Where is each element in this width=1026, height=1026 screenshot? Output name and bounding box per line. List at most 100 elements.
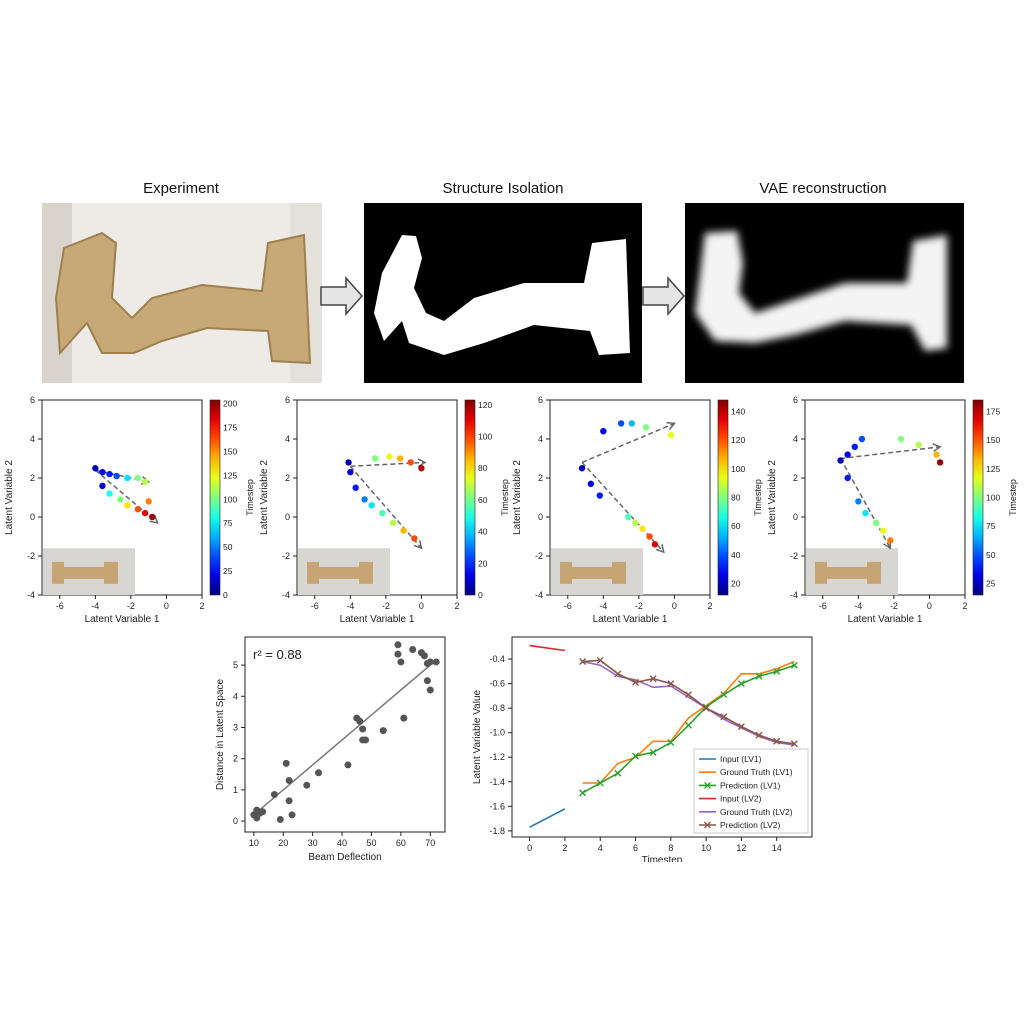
series-line: [529, 644, 566, 652]
series-marker: [614, 769, 622, 777]
colorbar-tick-label: 120: [731, 435, 745, 445]
y-tick-label: 2: [538, 473, 543, 483]
colorbar-tick-label: 20: [478, 558, 488, 568]
y-tick-label: -2: [282, 551, 290, 561]
latent-point: [400, 527, 407, 534]
y-tick-label: -2: [27, 551, 35, 561]
y-tick-label: 3: [233, 722, 238, 732]
x-tick-label: 2: [962, 601, 967, 611]
colorbar-tick-label: 20: [731, 579, 741, 589]
colorbar-tick-label: 80: [731, 493, 741, 503]
arrowhead: [932, 443, 942, 453]
series-marker: [596, 656, 604, 664]
latent-point: [915, 441, 922, 449]
latent-point: [99, 482, 106, 489]
data-point: [426, 658, 434, 666]
y-tick-label: 4: [233, 691, 238, 701]
legend-label: Ground Truth (LV2): [720, 807, 793, 817]
y-tick-label: 6: [538, 395, 543, 405]
colorbar-tick-label: 40: [731, 550, 741, 560]
arrowhead: [666, 421, 676, 431]
latent-point: [858, 435, 866, 443]
x-tick-label: 8: [668, 843, 673, 853]
x-tick-label: 14: [772, 843, 782, 853]
x-tick-label: 2: [199, 601, 204, 611]
y-tick-label: 4: [30, 434, 35, 444]
series-marker: [684, 721, 692, 729]
latent-timeseries-chart: 0 2 4 6 8 10 12 14 -0.4 -0.6 -0.8 -1.0 -1.2 -1.4 -1.6 -…: [472, 636, 813, 862]
latent-point: [862, 509, 869, 517]
data-point: [315, 769, 323, 777]
arrow-right-icon: [320, 276, 364, 316]
series-line: [582, 660, 795, 746]
legend-label: Prediction (LV2): [720, 820, 780, 830]
x-tick-label: 10: [249, 838, 259, 848]
series-marker: [773, 667, 781, 675]
y-tick-label: 0: [793, 512, 798, 522]
y-tick-label: 2: [233, 754, 238, 764]
colorbar-tick-label: 0: [478, 590, 483, 600]
series-marker: [579, 658, 587, 666]
colorbar-tick-label: 175: [986, 406, 1000, 416]
x-tick-label: -4: [346, 601, 354, 611]
arrowhead: [417, 458, 427, 468]
r-squared-annotation: r² = 0.88: [253, 647, 302, 662]
latent-point: [887, 537, 894, 544]
latent-point: [411, 535, 418, 542]
latent-point: [600, 428, 607, 435]
series-marker: [790, 740, 798, 748]
x-tick-label: -6: [311, 601, 319, 611]
series-marker: [632, 752, 640, 760]
x-tick-label: 6: [633, 843, 638, 853]
series-marker: [667, 680, 675, 688]
series-marker: [755, 731, 763, 739]
trajectory-arrow: [839, 458, 891, 549]
latent-point: [92, 465, 99, 472]
series-marker: [667, 739, 675, 747]
vae-reconstruction-image: [685, 203, 964, 383]
vae-reconstruction-title: VAE reconstruction: [759, 180, 887, 197]
trajectory-arrow: [581, 461, 665, 553]
latent-plot-4: -6 -4 -2 0 2 6 4 2 0 -2 -4 Latent Variable 1 Latent …: [767, 395, 1018, 622]
y-tick-label: -4: [27, 590, 35, 600]
x-tick-label: -2: [127, 601, 135, 611]
fit-line: [253, 664, 431, 816]
latent-plot-1: -6 -4 -2 0 2 6 4 2 0 -2 -4 Latent Variable 1 Latent …: [4, 395, 255, 622]
latent-point: [651, 541, 659, 548]
colorbar: [464, 399, 476, 596]
latent-point: [855, 498, 862, 505]
y-tick-label: -2: [535, 551, 543, 561]
inset-beam: [815, 561, 881, 584]
latent-point: [345, 459, 352, 466]
y-tick-label: 0: [285, 512, 290, 522]
latent-point: [625, 513, 632, 521]
colorbar-tick-label: 200: [223, 399, 237, 409]
latent-point: [844, 474, 851, 482]
legend-label: Ground Truth (LV1): [720, 767, 793, 777]
x-tick-label: 12: [736, 843, 746, 853]
series-marker: [684, 691, 692, 699]
data-point: [276, 816, 284, 824]
series-marker: [649, 748, 657, 756]
latent-point: [844, 451, 851, 458]
trajectory-arrow: [349, 465, 423, 549]
y-axis-label: Latent Variable 2: [4, 460, 15, 535]
latent-point: [897, 435, 905, 443]
x-tick-label: 2: [562, 843, 567, 853]
colorbar-tick-label: 75: [986, 521, 996, 531]
x-tick-label: -6: [819, 601, 827, 611]
inset-beam: [52, 561, 118, 584]
colorbar: [209, 399, 221, 596]
x-axis-label: Latent Variable 1: [85, 614, 160, 622]
latent-point: [134, 506, 142, 513]
series-marker: [720, 713, 728, 721]
y-tick-label: 6: [793, 395, 798, 405]
data-point: [356, 717, 364, 725]
colorbar-tick-label: 140: [731, 406, 745, 416]
data-point: [362, 736, 370, 744]
data-point: [432, 658, 440, 666]
colorbar-tick-label: 125: [986, 464, 1000, 474]
latent-point: [361, 496, 368, 503]
latent-point: [936, 459, 944, 466]
